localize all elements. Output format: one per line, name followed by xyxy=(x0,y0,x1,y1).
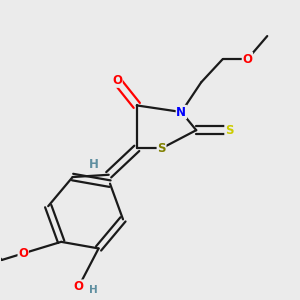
Text: N: N xyxy=(176,106,186,118)
Text: O: O xyxy=(18,247,28,260)
Text: O: O xyxy=(242,53,252,66)
Text: O: O xyxy=(74,280,84,293)
Text: O: O xyxy=(112,74,122,87)
Text: H: H xyxy=(89,285,98,295)
Text: S: S xyxy=(225,124,233,137)
Text: S: S xyxy=(157,142,166,155)
Text: H: H xyxy=(89,158,99,171)
